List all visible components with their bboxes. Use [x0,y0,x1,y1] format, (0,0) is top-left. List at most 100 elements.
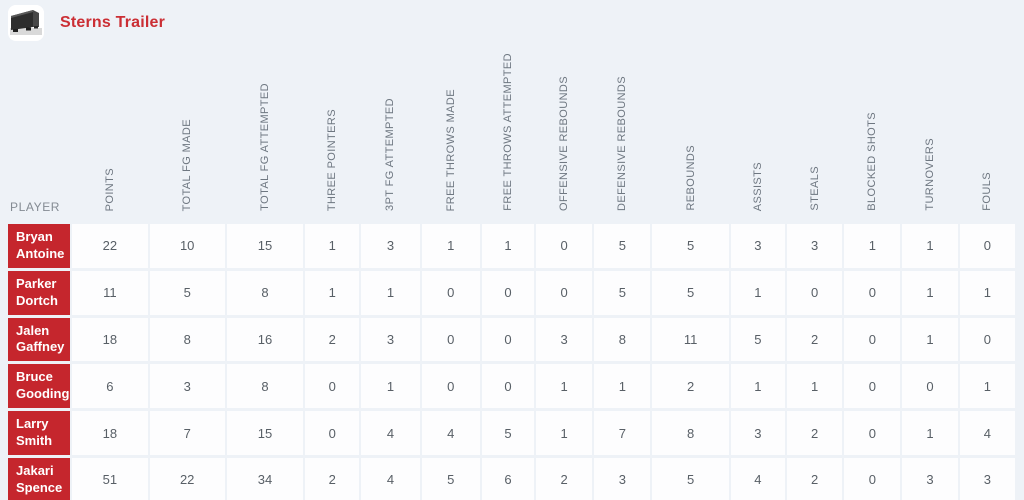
stat-cell: 16 [226,317,304,362]
stat-cell: 3 [730,411,785,455]
column-header-three-pointers[interactable]: THREE POINTERS [305,45,359,221]
stat-cell: 0 [902,364,958,409]
column-header-points[interactable]: POINTS [72,45,147,221]
table-row: Parker Dortch 11 5 8 1 1 0 0 0 5 5 1 0 0 1 1 [8,270,1015,315]
column-header-fouls[interactable]: FOULS [960,45,1015,221]
stat-cell: 1 [902,270,958,315]
stat-cell: 0 [481,317,535,362]
stat-cell: 3 [149,364,225,409]
stat-cell: 1 [730,270,785,315]
player-name-cell[interactable]: Jakari Spence [8,457,71,500]
column-header-turnovers[interactable]: TURNOVERS [902,45,957,221]
stat-cell: 22 [149,457,225,500]
column-header-total-fg-attempted[interactable]: TOTAL FG ATTEMPTED [227,45,303,221]
stat-cell: 1 [594,364,651,409]
stat-cell: 2 [786,457,843,500]
stat-cell: 6 [72,364,148,409]
stat-cell: 5 [652,224,729,268]
stat-cell: 1 [959,270,1015,315]
stat-cell: 0 [844,364,901,409]
column-header-label: REBOUNDS [684,145,697,211]
stat-cell: 11 [72,270,148,315]
column-header-label: FREE THROWS MADE [444,88,457,211]
stat-cell: 6 [481,457,535,500]
stat-cell: 10 [149,224,225,268]
stat-cell: 4 [421,411,480,455]
stat-cell: 2 [652,364,729,409]
stat-cell: 3 [536,317,593,362]
stat-cell: 15 [226,411,304,455]
column-header-label: OFFENSIVE REBOUNDS [558,76,571,211]
column-header-label: 3PT FG ATTEMPTED [384,98,397,211]
stat-cell: 5 [652,270,729,315]
stat-cell: 1 [730,364,785,409]
stat-cell: 3 [902,457,958,500]
stat-cell: 1 [481,224,535,268]
column-header-label: FREE THROWS ATTEMPTED [501,53,514,211]
table-row: Jakari Spence 51 22 34 2 4 5 6 2 3 5 4 2 0 3 3 [8,457,1015,500]
stat-cell: 0 [844,457,901,500]
column-header-label: TOTAL FG ATTEMPTED [258,83,271,211]
stat-cell: 5 [421,457,480,500]
stat-cell: 0 [305,364,360,409]
player-stats-table: PLAYER POINTS TOTAL FG MADE TOTAL FG ATTEM… [6,42,1017,500]
stat-cell: 0 [305,411,360,455]
column-header-total-fg-made[interactable]: TOTAL FG MADE [150,45,225,221]
stat-cell: 1 [902,317,958,362]
column-header-label: DEFENSIVE REBOUNDS [616,76,629,211]
stat-cell: 5 [481,411,535,455]
column-header-blocked-shots[interactable]: BLOCKED SHOTS [844,45,900,221]
player-name-cell[interactable]: Jalen Gaffney [8,317,71,362]
table-header-row: PLAYER POINTS TOTAL FG MADE TOTAL FG ATTEM… [8,45,1015,221]
player-name-cell[interactable]: Bryan Antoine [8,224,71,268]
stat-cell: 4 [959,411,1015,455]
player-name-cell[interactable]: Bruce Gooding [8,364,71,409]
stat-cell: 0 [959,317,1015,362]
stat-cell: 5 [594,224,651,268]
column-header-offensive-rebounds[interactable]: OFFENSIVE REBOUNDS [536,45,592,221]
stat-cell: 1 [536,364,593,409]
stat-cell: 4 [361,411,420,455]
column-header-3pt-fg-attempted[interactable]: 3PT FG ATTEMPTED [361,45,419,221]
stat-cell: 0 [421,317,480,362]
stat-cell: 0 [536,270,593,315]
stat-cell: 4 [730,457,785,500]
column-header-free-throws-attempted[interactable]: FREE THROWS ATTEMPTED [482,45,534,221]
column-header-free-throws-made[interactable]: FREE THROWS MADE [422,45,480,221]
player-name-cell[interactable]: Parker Dortch [8,270,71,315]
player-name-cell[interactable]: Larry Smith [8,411,71,455]
stat-cell: 7 [594,411,651,455]
stat-cell: 7 [149,411,225,455]
column-header-label: TURNOVERS [924,138,937,211]
table-row: Jalen Gaffney 18 8 16 2 3 0 0 3 8 11 5 2 0 1 0 [8,317,1015,362]
stat-cell: 0 [536,224,593,268]
stat-cell: 3 [361,224,420,268]
stat-cell: 2 [786,317,843,362]
stat-cell: 5 [652,457,729,500]
stat-cell: 1 [844,224,901,268]
stat-cell: 2 [536,457,593,500]
stat-cell: 3 [361,317,420,362]
team-logo [8,5,44,41]
column-header-rebounds[interactable]: REBOUNDS [652,45,728,221]
stat-cell: 18 [72,411,148,455]
stat-cell: 1 [536,411,593,455]
stat-cell: 51 [72,457,148,500]
column-header-label: TOTAL FG MADE [181,118,194,211]
column-header-player[interactable]: PLAYER [10,200,61,214]
stat-cell: 0 [844,411,901,455]
stat-cell: 1 [902,411,958,455]
stat-cell: 2 [305,457,360,500]
column-header-assists[interactable]: ASSISTS [731,45,785,221]
stat-cell: 1 [361,364,420,409]
stat-cell: 4 [361,457,420,500]
stat-cell: 11 [652,317,729,362]
column-header-defensive-rebounds[interactable]: DEFENSIVE REBOUNDS [594,45,650,221]
stat-cell: 1 [421,224,480,268]
stat-cell: 1 [361,270,420,315]
team-title: Sterns Trailer [60,14,166,31]
stat-cell: 3 [730,224,785,268]
stat-cell: 8 [149,317,225,362]
column-header-steals[interactable]: STEALS [787,45,842,221]
